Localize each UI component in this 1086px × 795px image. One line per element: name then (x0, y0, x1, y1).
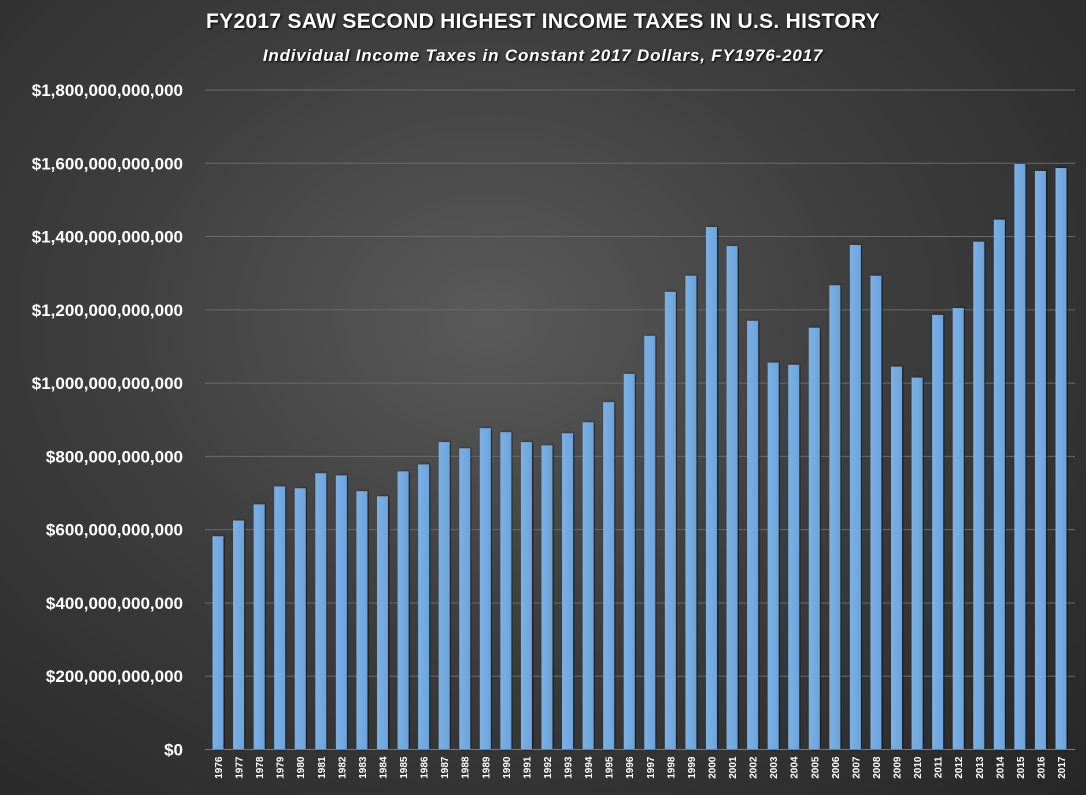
bar-2009 (891, 366, 903, 750)
y-tick-label: $600,000,000,000 (46, 521, 183, 540)
x-tick-label: 2009 (893, 756, 904, 779)
bar-1991 (520, 442, 532, 750)
y-tick-label: $1,800,000,000,000 (32, 81, 183, 100)
x-tick-label: 1982 (337, 756, 348, 779)
x-tick-label: 2006 (831, 756, 842, 779)
x-tick-label: 2001 (728, 756, 739, 779)
x-tick-label: 1996 (625, 756, 636, 779)
x-tick-label: 1989 (481, 756, 492, 779)
chart-title: FY2017 SAW SECOND HIGHEST INCOME TAXES I… (206, 10, 880, 33)
chart-subtitle: Individual Income Taxes in Constant 2017… (262, 46, 824, 65)
y-tick-label: $1,200,000,000,000 (32, 301, 183, 320)
bar-1996 (623, 373, 635, 750)
bar-1993 (562, 433, 574, 750)
x-tick-label: 2012 (954, 756, 965, 779)
x-tick-label: 1984 (378, 756, 389, 779)
x-tick-label: 1990 (502, 756, 513, 779)
bar-1984 (376, 496, 388, 750)
y-tick-label: $1,400,000,000,000 (32, 228, 183, 247)
bar-2017 (1055, 168, 1067, 750)
bar-1994 (582, 422, 594, 750)
x-tick-label: 1977 (235, 756, 246, 779)
bar-2000 (705, 227, 717, 750)
y-tick-label: $400,000,000,000 (46, 594, 183, 613)
bar-2013 (973, 241, 985, 750)
bar-1978 (253, 504, 265, 750)
x-tick-label: 1976 (214, 756, 225, 779)
bar-2015 (1014, 164, 1026, 750)
bar-2001 (726, 246, 738, 750)
x-tick-label: 2000 (707, 756, 718, 779)
x-tick-label: 1979 (276, 756, 287, 779)
x-tick-label: 1980 (296, 756, 307, 779)
x-tick-label: 1988 (461, 756, 472, 779)
bar-2008 (870, 275, 882, 750)
bar-2010 (911, 377, 923, 750)
bar-1981 (315, 473, 327, 750)
bar-1995 (603, 402, 615, 750)
bar-2016 (1034, 170, 1046, 750)
x-tick-label: 2007 (851, 756, 862, 779)
x-tick-label: 2005 (810, 756, 821, 779)
x-tick-label: 1983 (358, 756, 369, 779)
x-tick-label: 2016 (1036, 756, 1047, 779)
x-tick-label: 2003 (769, 756, 780, 779)
y-tick-label: $800,000,000,000 (46, 447, 183, 466)
bar-1982 (335, 475, 347, 750)
x-tick-label: 1986 (420, 756, 431, 779)
y-tick-label: $0 (164, 741, 183, 760)
bar-2007 (849, 244, 861, 750)
x-tick-label: 1992 (543, 756, 554, 779)
y-tick-label: $200,000,000,000 (46, 667, 183, 686)
bar-1988 (459, 448, 471, 750)
bar-1977 (233, 520, 245, 750)
x-tick-label: 1981 (317, 756, 328, 779)
x-tick-label: 1994 (584, 756, 595, 779)
bar-1998 (664, 291, 676, 750)
bar-1999 (685, 275, 697, 750)
bar-1985 (397, 471, 409, 750)
x-tick-label: 2008 (872, 756, 883, 779)
bar-2003 (767, 362, 779, 750)
bar-1986 (418, 464, 430, 750)
x-tick-label: 1978 (255, 756, 266, 779)
bar-1992 (541, 445, 553, 750)
x-tick-label: 1987 (440, 756, 451, 779)
bar-2012 (952, 308, 964, 750)
x-tick-label: 2002 (749, 756, 760, 779)
bar-1989 (479, 428, 491, 750)
bar-1980 (294, 488, 306, 750)
bar-2011 (932, 314, 944, 750)
x-tick-label: 2014 (995, 756, 1006, 779)
x-tick-label: 1997 (646, 756, 657, 779)
bar-2005 (808, 327, 820, 750)
y-tick-label: $1,000,000,000,000 (32, 374, 183, 393)
bar-1987 (438, 442, 450, 750)
x-tick-label: 2011 (934, 756, 945, 778)
x-tick-label: 1995 (605, 756, 616, 779)
bar-1976 (212, 536, 224, 750)
x-tick-label: 1993 (564, 756, 575, 779)
bar-2006 (829, 285, 841, 750)
y-tick-label: $1,600,000,000,000 (32, 154, 183, 173)
x-tick-label: 2017 (1057, 756, 1068, 779)
x-tick-label: 2013 (975, 756, 986, 779)
bar-1983 (356, 491, 368, 750)
x-tick-label: 2015 (1016, 756, 1027, 779)
bar-2014 (993, 219, 1005, 750)
x-tick-label: 1985 (399, 756, 410, 779)
x-tick-label: 2004 (790, 756, 801, 779)
bar-2002 (747, 320, 759, 750)
bar-1990 (500, 432, 512, 750)
x-tick-label: 1998 (666, 756, 677, 779)
bar-1979 (274, 486, 286, 750)
x-tick-label: 1991 (522, 756, 533, 779)
x-tick-label: 2010 (913, 756, 924, 779)
bar-1997 (644, 335, 656, 750)
bar-2004 (788, 364, 800, 750)
x-tick-label: 1999 (687, 756, 698, 779)
